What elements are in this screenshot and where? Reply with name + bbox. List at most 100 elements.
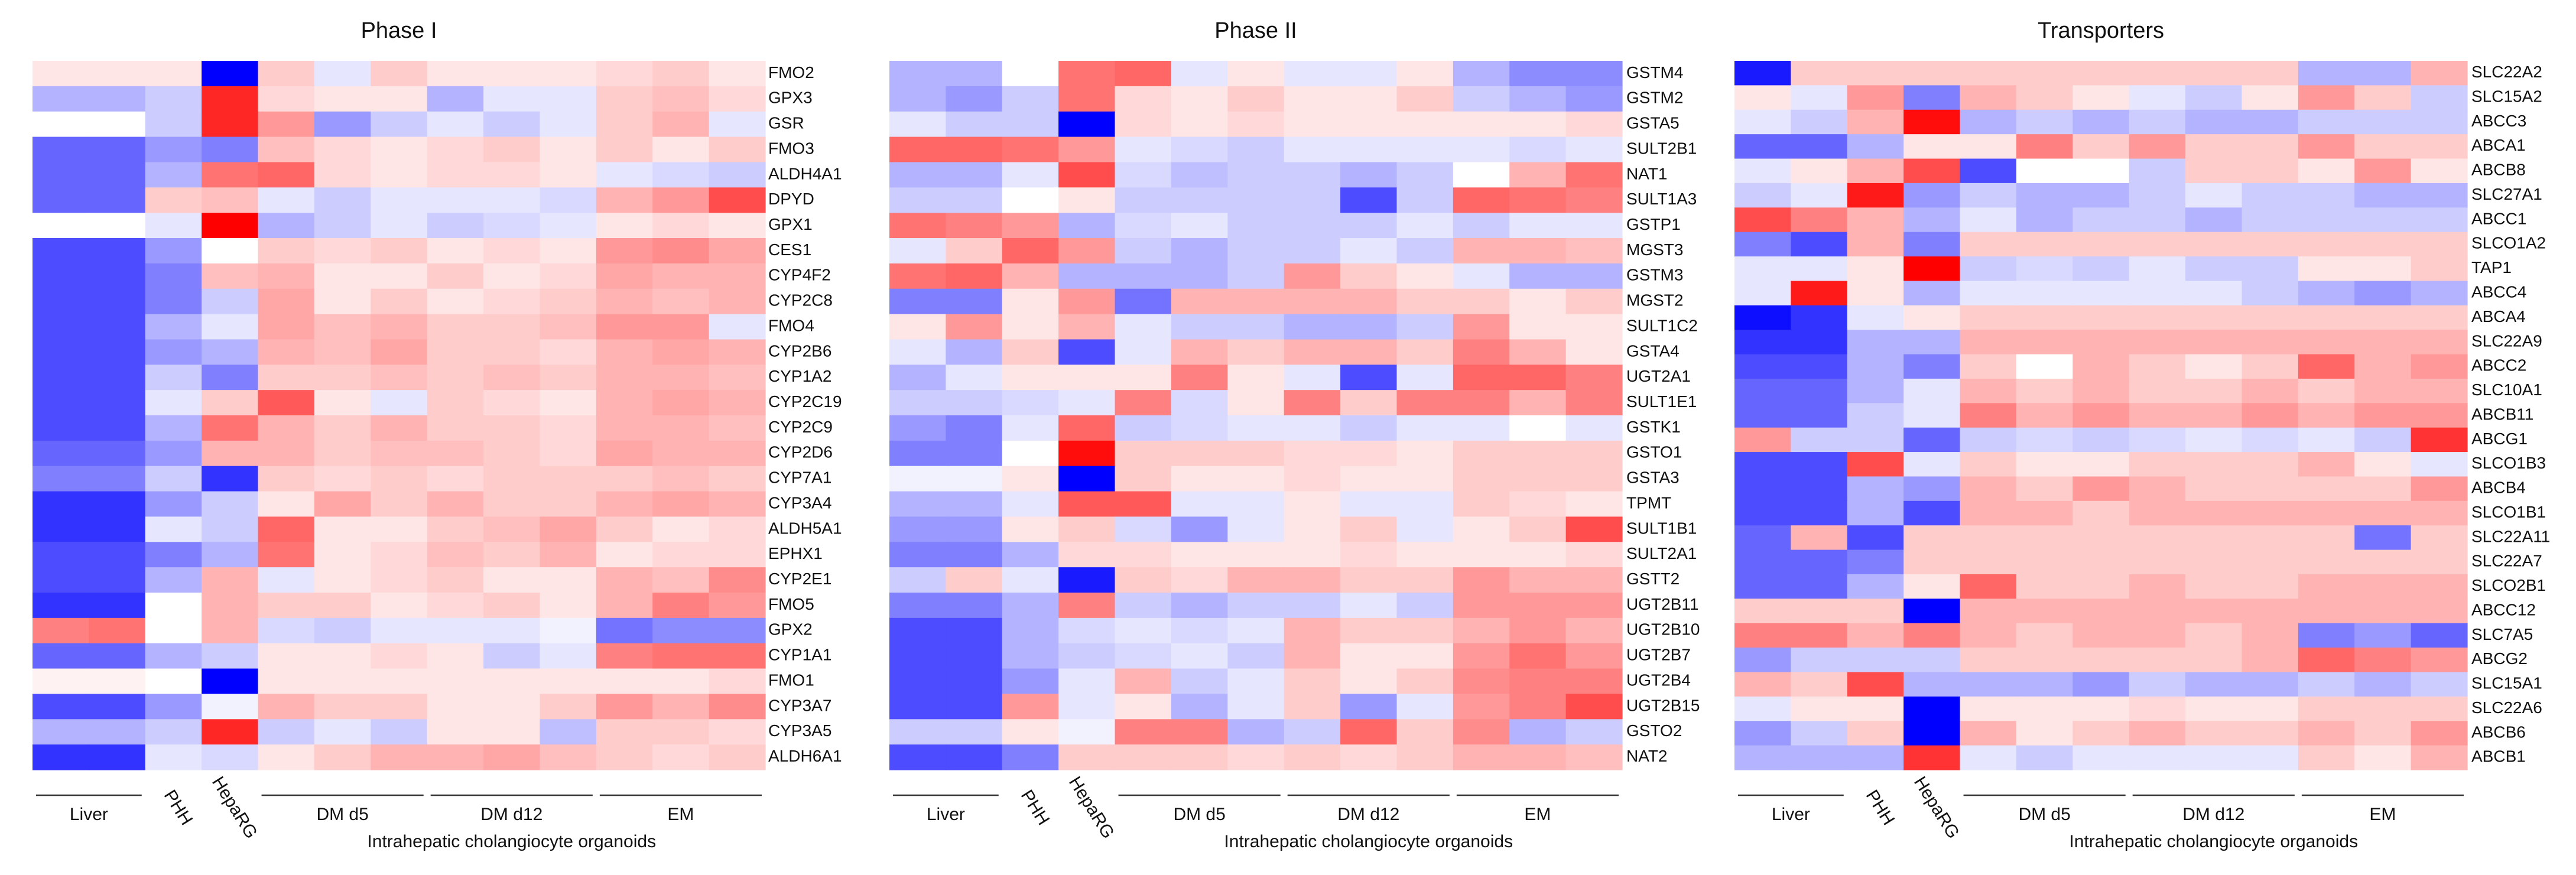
heatmap-cell: [1058, 694, 1116, 720]
heatmap-cell: [2016, 207, 2073, 233]
heatmap-cell: [2073, 305, 2130, 330]
heatmap-cell: [946, 643, 1003, 669]
heatmap-cell: [33, 61, 89, 87]
heatmap-cell: [2242, 476, 2299, 502]
heatmap-cell: [1284, 593, 1341, 619]
heatmap-cell: [709, 466, 766, 492]
heatmap-cell: [1171, 694, 1228, 720]
row-label: CYP3A5: [768, 721, 831, 740]
heatmap-cell: [1509, 365, 1567, 391]
heatmap-cell: [258, 617, 315, 644]
heatmap-cell: [1960, 648, 2017, 673]
heatmap-cell: [1396, 213, 1454, 239]
heatmap-cell: [2129, 158, 2186, 184]
heatmap-cell: [2411, 452, 2468, 477]
heatmap-cell: [1284, 440, 1341, 467]
heatmap-cell: [1002, 61, 1059, 87]
heatmap-cell: [258, 643, 315, 669]
heatmap-cell: [2129, 232, 2186, 257]
heatmap-cell: [2298, 256, 2355, 282]
heatmap-cell: [2298, 232, 2355, 257]
row-label: ALDH6A1: [768, 747, 842, 765]
heatmap-cell: [2073, 500, 2130, 526]
heatmap-cell: [258, 542, 315, 568]
heatmap-cell: [2411, 85, 2468, 110]
heatmap-cell: [258, 440, 315, 467]
heatmap-cell: [483, 314, 541, 340]
column-group-label: PHH: [160, 786, 197, 828]
heatmap-cell: [1509, 390, 1567, 416]
heatmap-cell: [1509, 516, 1567, 542]
heatmap-cell: [1396, 187, 1454, 213]
heatmap-cell: [1058, 567, 1116, 593]
heatmap-cell: [33, 668, 89, 695]
heatmap-cell: [2185, 500, 2243, 526]
heatmap-cell: [2354, 745, 2412, 770]
heatmap-cell: [1734, 281, 1791, 306]
heatmap-cell: [946, 668, 1003, 695]
heatmap-cell: [202, 111, 259, 138]
heatmap-panel-1: Phase II GSTM4 GSTM2 GSTA5 SULT2B1 NAT1 SULT1A…: [889, 18, 1700, 851]
heatmap-cell: [2354, 598, 2412, 624]
heatmap-cell: [2016, 721, 2073, 746]
heatmap-cell: [371, 643, 428, 669]
heatmap-cell: [1284, 617, 1341, 644]
heatmap-cell: [2073, 207, 2130, 233]
heatmap-cell: [709, 365, 766, 391]
heatmap-cell: [652, 617, 710, 644]
heatmap-cell: [1509, 339, 1567, 365]
row-label: FMO4: [768, 316, 814, 334]
row-label: SLC22A11: [2471, 527, 2550, 545]
heatmap-cell: [1171, 617, 1228, 644]
heatmap-cell: [1002, 593, 1059, 619]
heatmap-cell: [483, 617, 541, 644]
heatmap-cell: [596, 187, 653, 213]
heatmap-cell: [33, 187, 89, 213]
heatmap-cell: [1284, 136, 1341, 163]
heatmap-cell: [1453, 238, 1510, 264]
heatmap-cell: [1734, 207, 1791, 233]
heatmap-cell: [1396, 314, 1454, 340]
heatmap-cell: [89, 339, 146, 365]
heatmap-cell: [1565, 719, 1623, 745]
row-label: UGT2B4: [1626, 671, 1691, 689]
heatmap-cell: [89, 238, 146, 264]
row-label: GSTA3: [1626, 469, 1680, 487]
heatmap-cell: [1115, 111, 1172, 138]
heatmap-cell: [1002, 136, 1059, 163]
heatmap-cell: [89, 288, 146, 315]
heatmap-cell: [427, 617, 484, 644]
heatmap-cell: [1453, 263, 1510, 290]
heatmap-cell: [33, 263, 89, 290]
heatmap-cell: [1565, 213, 1623, 239]
heatmap-cell: [145, 617, 202, 644]
heatmap-cell: [483, 213, 541, 239]
heatmap-cell: [1171, 390, 1228, 416]
heatmap-cell: [371, 339, 428, 365]
heatmap-cell: [1509, 491, 1567, 518]
heatmap-cell: [2185, 623, 2243, 648]
heatmap-cell: [1340, 111, 1398, 138]
heatmap-cell: [946, 314, 1003, 340]
heatmap-cell: [709, 567, 766, 593]
heatmap-cell: [1171, 415, 1228, 441]
heatmap-cell: [1960, 598, 2017, 624]
heatmap-cell: [1284, 719, 1341, 745]
heatmap-cell: [946, 744, 1003, 770]
heatmap-cell: [202, 213, 259, 239]
heatmap-cell: [1903, 354, 1961, 379]
heatmap-cell: [2298, 525, 2355, 551]
heatmap-cell: [1903, 427, 1961, 453]
heatmap-cell: [2016, 500, 2073, 526]
row-label: SULT2B1: [1626, 139, 1697, 157]
heatmap-cell: [483, 339, 541, 365]
heatmap-cell: [2073, 61, 2130, 86]
heatmap-cell: [652, 593, 710, 619]
column-group-label: EM: [667, 805, 694, 824]
heatmap-cell: [1565, 111, 1623, 138]
heatmap-cell: [89, 314, 146, 340]
heatmap-cell: [1171, 339, 1228, 365]
heatmap-cell: [314, 491, 371, 518]
heatmap-cell: [483, 643, 541, 669]
heatmap-cell: [89, 162, 146, 188]
